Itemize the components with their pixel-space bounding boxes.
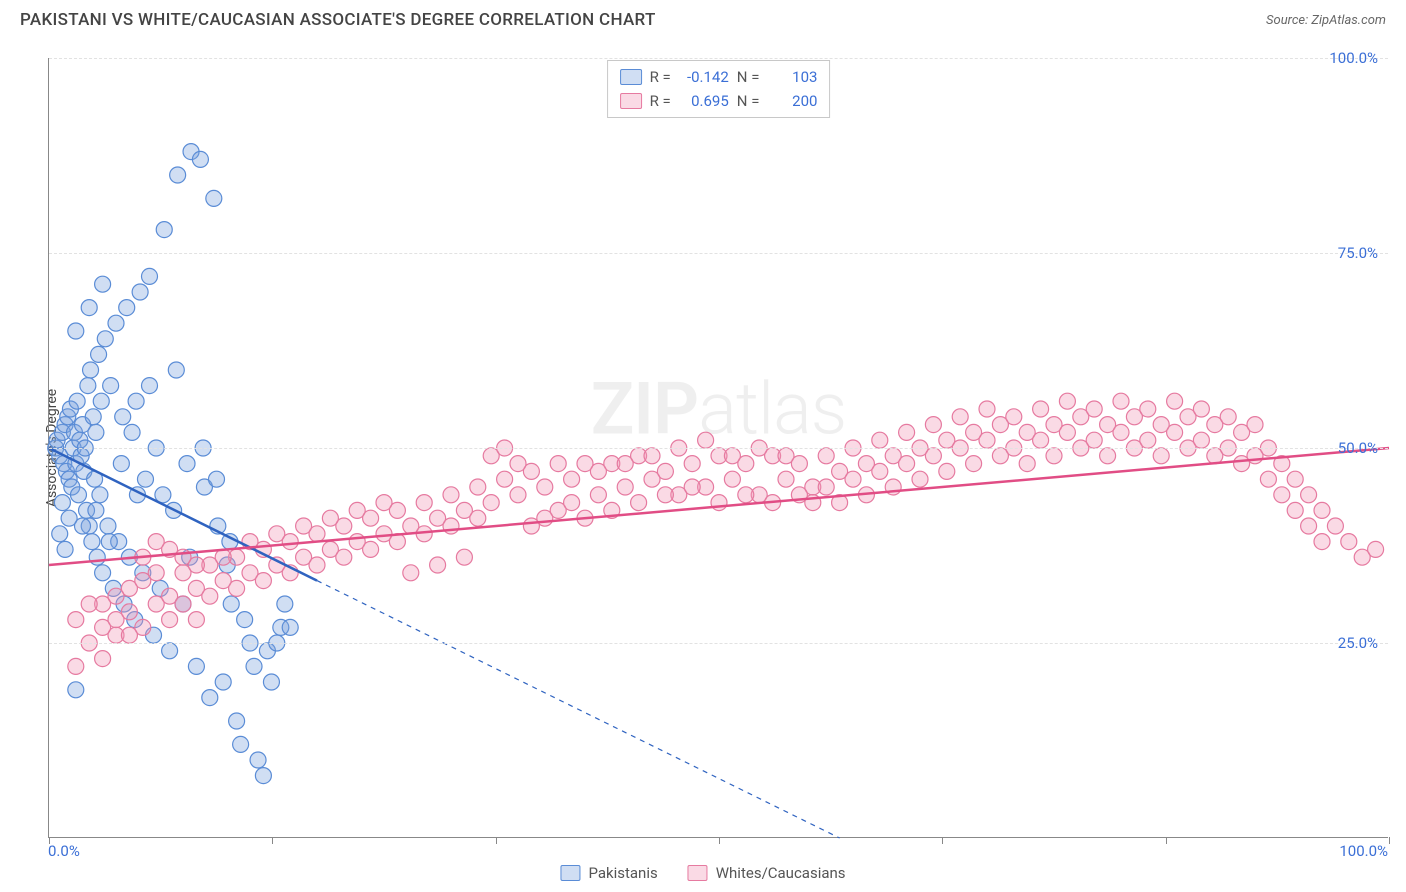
x-tick — [942, 837, 943, 844]
legend-row: R = 0.695 N = 200 — [620, 89, 818, 113]
x-tick — [1166, 837, 1167, 844]
legend-r-label: R = — [650, 89, 671, 113]
legend-swatch — [560, 865, 580, 881]
gridline — [49, 643, 1388, 644]
legend-row: R = -0.142 N = 103 — [620, 65, 818, 89]
y-tick-label: 25.0% — [1338, 634, 1378, 652]
chart-title: PAKISTANI VS WHITE/CAUCASIAN ASSOCIATE'S… — [20, 10, 656, 30]
legend-n-value: 200 — [767, 89, 817, 113]
gridline — [49, 448, 1388, 449]
trend-line — [49, 448, 1389, 565]
legend-r-value: 0.695 — [679, 89, 729, 113]
legend-swatch — [620, 69, 642, 85]
legend-n-label: N = — [737, 65, 760, 89]
y-tick-label: 100.0% — [1329, 49, 1378, 67]
series-legend-label: Whites/Caucasians — [716, 864, 846, 882]
chart-area: Associate's Degree ZIPatlas R =-0.142N =… — [48, 58, 1388, 838]
x-tick — [719, 837, 720, 844]
trend-line-extrapolated — [317, 581, 840, 838]
y-tick-label: 75.0% — [1338, 244, 1378, 262]
gridline — [49, 253, 1388, 254]
y-tick-label: 50.0% — [1338, 439, 1378, 457]
series-legend: Pakistanis Whites/Caucasians — [560, 864, 845, 882]
x-tick — [272, 837, 273, 844]
legend-swatch — [620, 93, 642, 109]
legend-n-value: 103 — [767, 65, 817, 89]
series-legend-item: Whites/Caucasians — [688, 864, 846, 882]
legend-r-value: -0.142 — [679, 65, 729, 89]
series-legend-item: Pakistanis — [560, 864, 657, 882]
x-tick — [496, 837, 497, 844]
x-tick — [1389, 837, 1390, 844]
gridline — [49, 58, 1388, 59]
x-axis-max-label: 100.0% — [1339, 842, 1388, 860]
plot-region: ZIPatlas R =-0.142N =103R =0.695N =200 2… — [48, 58, 1388, 838]
series-legend-label: Pakistanis — [588, 864, 657, 882]
legend-n-label: N = — [737, 89, 760, 113]
chart-header: PAKISTANI VS WHITE/CAUCASIAN ASSOCIATE'S… — [0, 0, 1406, 38]
legend-swatch — [688, 865, 708, 881]
legend-r-label: R = — [650, 65, 671, 89]
x-axis-min-label: 0.0% — [48, 842, 80, 860]
correlation-legend: R = -0.142 N = 103 R = 0.695 N = 200 — [607, 60, 831, 118]
chart-source: Source: ZipAtlas.com — [1266, 13, 1386, 28]
